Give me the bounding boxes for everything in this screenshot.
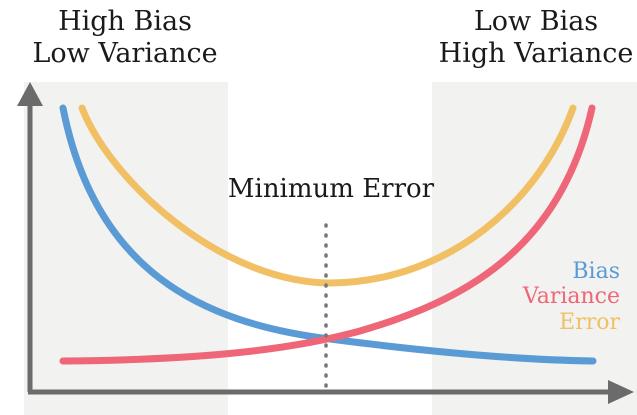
high-variance-label: High Variance	[439, 38, 634, 69]
minimum-error-label: Minimum Error	[228, 174, 435, 204]
high-bias-label: High Bias	[58, 6, 192, 37]
error-curve	[78, 104, 577, 287]
variance-curve	[59, 104, 596, 365]
legend-variance: Variance	[522, 284, 620, 309]
low-variance-label: Low Variance	[32, 38, 217, 69]
legend-bias: Bias	[572, 259, 620, 284]
arrow-right-icon	[608, 380, 634, 404]
legend-error: Error	[559, 310, 620, 335]
bias-curve	[59, 104, 597, 365]
arrow-up-icon	[17, 82, 43, 106]
low-bias-label: Low Bias	[474, 6, 598, 37]
